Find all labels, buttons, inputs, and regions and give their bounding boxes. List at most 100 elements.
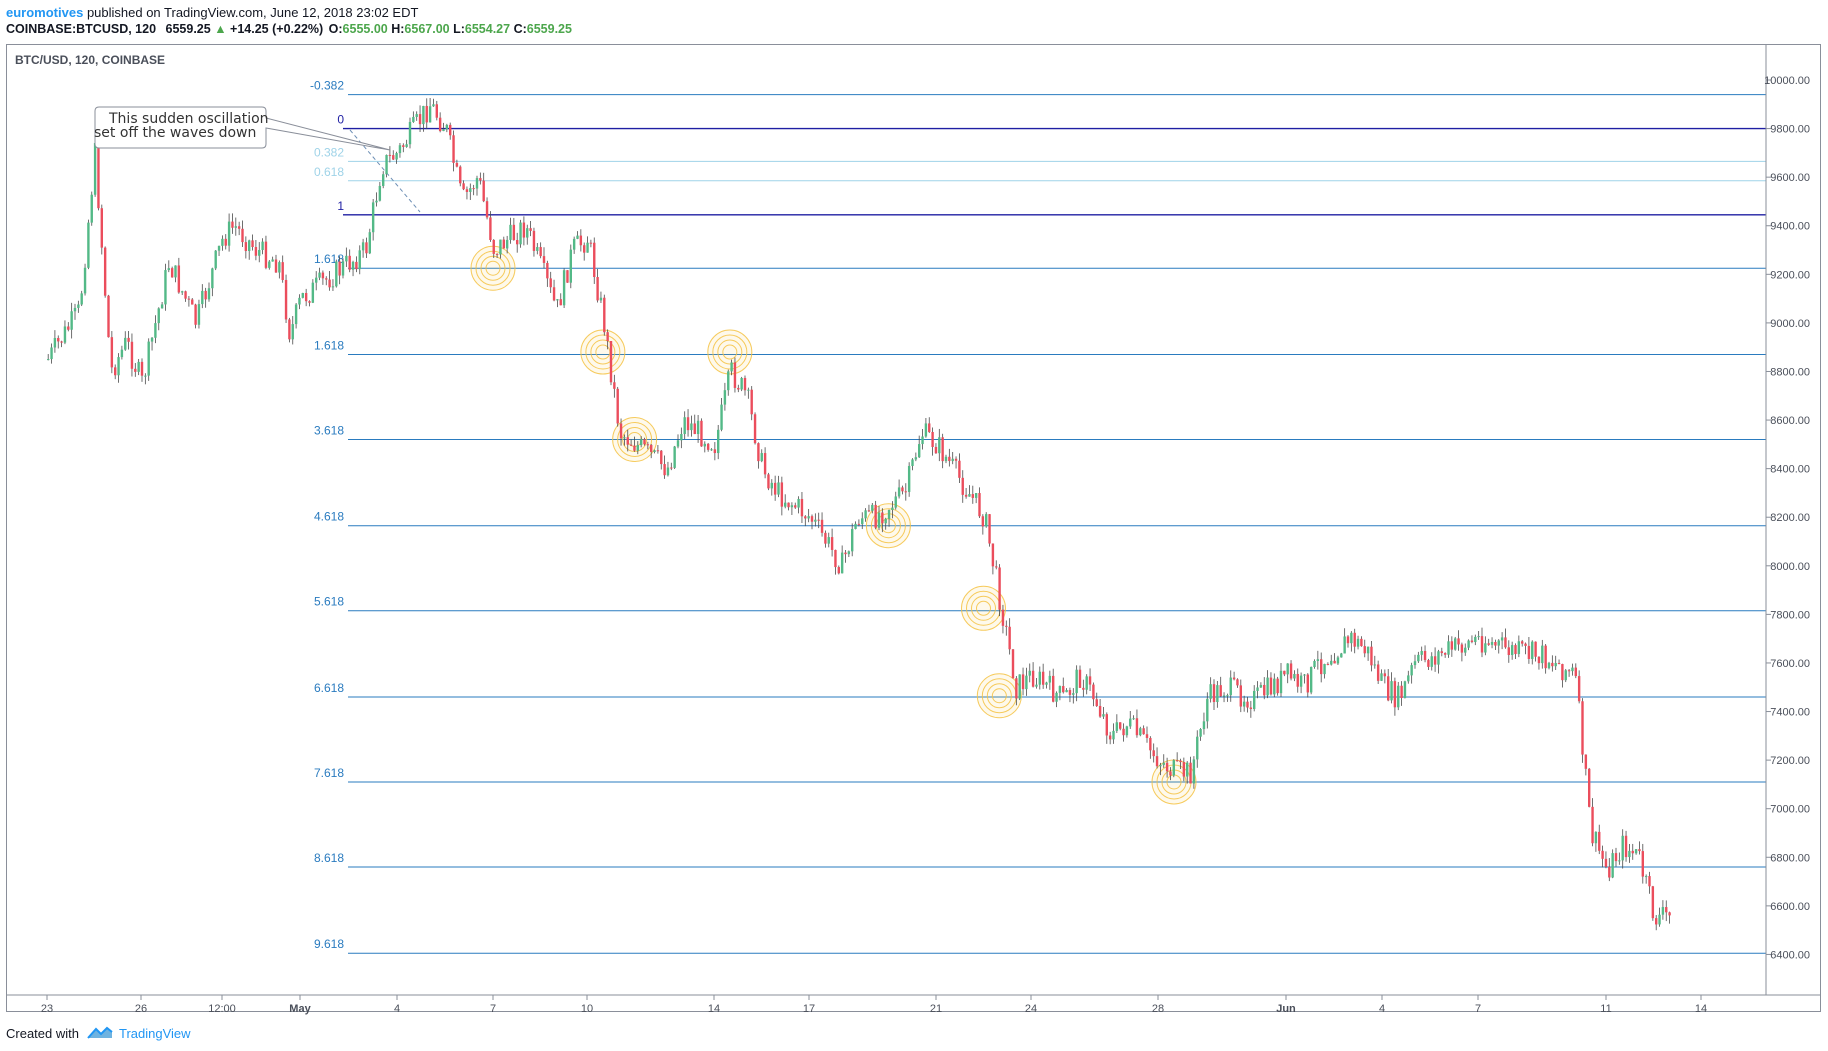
candle-body <box>1557 662 1561 665</box>
candle-body <box>1142 728 1145 735</box>
candle-body <box>787 502 790 508</box>
candle-body <box>840 552 844 574</box>
candle-body <box>519 222 522 245</box>
chart-frame[interactable] <box>6 44 1821 1012</box>
candle-body <box>181 291 184 293</box>
candle-body <box>552 287 556 301</box>
candle-body <box>562 270 566 306</box>
candle-body <box>137 361 140 372</box>
candle-body <box>197 304 201 325</box>
highlight-ring <box>986 683 1012 709</box>
candle-body <box>479 178 482 181</box>
candle-body <box>1420 650 1423 655</box>
candle-body <box>529 228 532 231</box>
candle-body <box>583 245 586 253</box>
candle-body <box>881 512 884 524</box>
ohlc-info: COINBASE:BTCUSD, 120 6559.25 ▲ +14.25 (+… <box>6 22 572 36</box>
candle-body <box>797 498 800 508</box>
candle-body <box>1075 669 1078 694</box>
candle-body <box>599 297 603 301</box>
candle-body <box>536 247 539 251</box>
candle-body <box>1581 701 1584 755</box>
candle-body <box>777 482 780 495</box>
candle-body <box>1236 679 1239 686</box>
candle-body <box>1062 686 1065 693</box>
candle-body <box>328 279 331 288</box>
candle-body <box>1577 676 1581 702</box>
candle-body <box>1638 849 1641 852</box>
candle-body <box>385 154 388 175</box>
candle-body <box>1437 651 1440 665</box>
tradingview-logo-icon[interactable] <box>87 1025 113 1042</box>
highlight-ring <box>585 334 621 370</box>
candle-body <box>650 444 653 452</box>
candle-body <box>489 217 492 241</box>
candle-body <box>1309 666 1313 693</box>
candle-body <box>1139 728 1142 736</box>
candle-body <box>576 235 579 239</box>
candle-body <box>1397 685 1400 708</box>
candle-body <box>1531 641 1534 659</box>
candle-body <box>499 239 502 255</box>
candle-body <box>60 341 63 343</box>
candle-body <box>1276 678 1279 694</box>
price-change: +14.25 (+0.22%) <box>230 22 324 36</box>
open-value: 6555.00 <box>342 22 388 36</box>
candle-body <box>90 194 93 223</box>
highlight-ring <box>480 255 506 281</box>
candle-body <box>817 519 820 521</box>
candle-body <box>47 359 50 361</box>
candle-body <box>462 183 465 190</box>
author-name[interactable]: euromotives <box>6 5 84 20</box>
candle-body <box>438 117 442 132</box>
candle-body <box>1092 684 1095 700</box>
candle-body <box>147 341 150 376</box>
x-tick-label: 4 <box>394 1003 400 1015</box>
x-tick-label: 24 <box>1025 1003 1037 1015</box>
candle-body <box>1266 677 1269 696</box>
candle-body <box>549 278 552 288</box>
candle-body <box>388 154 392 156</box>
axes: 10000.00 9800.00 9600.00 9400.00 9200.00 9000… <box>7 45 1821 1015</box>
fib-label: 0.618 <box>314 165 344 179</box>
candle-body <box>241 228 244 243</box>
candle-body <box>415 114 418 117</box>
candle-body <box>1524 643 1527 646</box>
candle-body <box>495 253 499 255</box>
candle-body <box>676 440 680 447</box>
y-tick-label: 9800.00 <box>1770 124 1810 136</box>
candle-body <box>1410 665 1413 676</box>
candle-body <box>579 235 583 246</box>
candle-body <box>1011 649 1015 679</box>
candle-body <box>636 445 639 451</box>
candle-body <box>1129 718 1132 727</box>
candle-body <box>794 505 797 508</box>
candle-body <box>1125 726 1129 736</box>
candle-body <box>867 510 871 512</box>
candle-body <box>1155 756 1159 767</box>
candle-body <box>1293 673 1296 679</box>
candle-body <box>1041 671 1045 685</box>
candle-body <box>696 420 700 435</box>
candle-body <box>1628 850 1631 858</box>
candle-body <box>1021 674 1025 690</box>
candle-body <box>1192 759 1196 784</box>
y-tick-label: 7800.00 <box>1770 609 1810 621</box>
candle-body <box>258 250 261 256</box>
candle-body <box>1608 866 1611 878</box>
candle-body <box>1390 681 1393 701</box>
x-tick-label: Jun <box>1276 1003 1296 1015</box>
candle-body <box>1537 656 1541 664</box>
candle-body <box>1112 730 1115 740</box>
candle-body <box>325 278 328 280</box>
candle-body <box>1393 681 1397 708</box>
candle-body <box>1380 673 1383 681</box>
candle-body <box>365 242 368 254</box>
candle-body <box>1443 653 1447 655</box>
candle-body <box>1474 636 1477 643</box>
candle-body <box>683 417 686 434</box>
candle-body <box>150 337 154 342</box>
candle-body <box>63 326 67 343</box>
tradingview-link[interactable]: TradingView <box>118 1026 191 1041</box>
